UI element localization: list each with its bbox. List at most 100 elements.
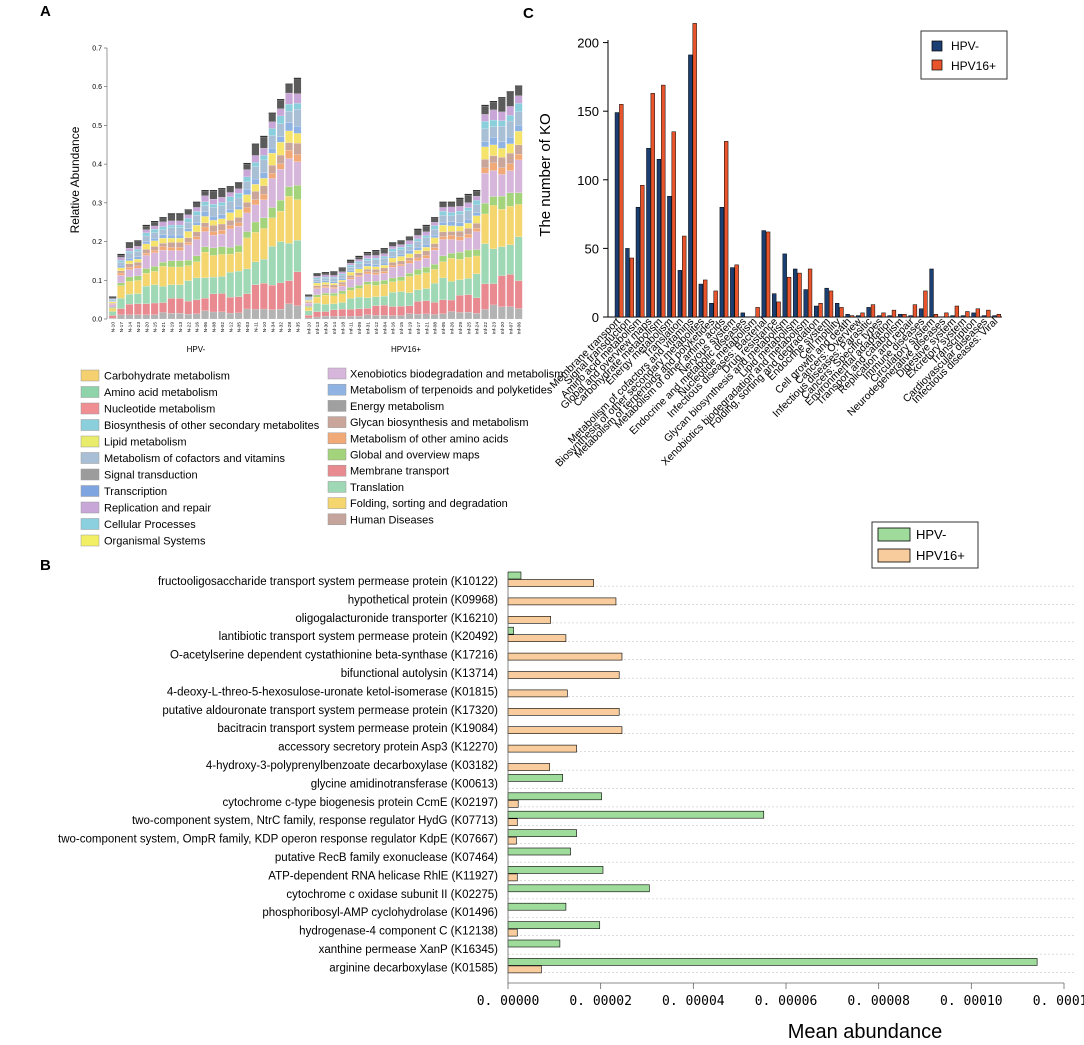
panel-a-stack-segment <box>397 315 405 320</box>
panel-a-stack-segment <box>209 216 218 221</box>
panel-a-stack-segment <box>260 136 268 149</box>
panel-a-stack-segment <box>355 261 363 264</box>
panel-a-bar-cap <box>218 188 226 190</box>
panel-a-bar-cap <box>251 143 260 145</box>
panel-a-stack-segment <box>346 290 355 299</box>
panel-a-stack-segment <box>422 258 430 268</box>
panel-a-stack-segment <box>293 154 302 162</box>
panel-a-stack-segment <box>134 268 142 276</box>
panel-a-stack-segment <box>201 251 209 278</box>
panel-a-stack-segment <box>422 247 430 252</box>
panel-a-stack-segment <box>268 153 276 166</box>
panel-a-legend-swatch-folding-sorting-and-degradation <box>327 497 347 509</box>
panel-a-sample-label: N-03 <box>245 322 251 333</box>
panel-a-stack-segment <box>285 122 293 131</box>
panel-a-stack-segment <box>192 313 201 320</box>
panel-b-bar-hpv16-pos-atp-dependent-rna-helicase-rhle-k11927 <box>507 873 518 882</box>
panel-a-stack-segment <box>405 305 414 314</box>
panel-c-bar-hpv16-folding-sorting-and-degradation <box>818 303 823 318</box>
panel-a-stack-segment <box>514 131 523 145</box>
panel-b-bar-hpv-neg-lantibiotic-transport-system-permease-protein-k20492 <box>507 626 514 635</box>
panel-a-stack-segment <box>125 276 134 282</box>
panel-a-sample-label: N-15 <box>153 322 159 333</box>
panel-b-category-label: lantibiotic transport system permease pr… <box>219 631 499 643</box>
panel-a-stack-segment <box>201 201 209 206</box>
panel-a-stack-segment <box>134 241 142 247</box>
panel-c-y-tick-label: 100 <box>577 173 599 188</box>
panel-a-bar-cap <box>439 201 447 203</box>
panel-a-stack-segment <box>388 246 397 249</box>
panel-a-stack-segment <box>117 257 125 261</box>
panel-a-stack-segment <box>372 272 380 275</box>
panel-a-stack-segment <box>260 308 268 320</box>
panel-b-category-label: putative aldouronate transport system pe… <box>162 705 498 717</box>
panel-a-stack-segment <box>506 192 514 207</box>
panel-a-stack-segment <box>514 159 523 193</box>
panel-a-stack-segment <box>514 154 523 160</box>
panel-b-legend-label-hpv-neg: HPV- <box>916 527 946 542</box>
panel-a-stack-segment <box>125 314 134 320</box>
panel-a-stack-segment <box>176 250 184 261</box>
panel-a-stack-segment <box>355 256 363 260</box>
panel-a-legend-label-cellular-processes: Cellular Processes <box>104 519 196 531</box>
panel-b-bar-hpv-neg-phosphoribosyl-amp-cyclohydrolase-k01496 <box>507 902 567 911</box>
panel-a-stack-segment <box>422 244 430 248</box>
panel-a-stack-segment <box>414 247 422 251</box>
panel-a-stack-segment <box>380 265 388 269</box>
panel-a-stack-segment <box>243 202 251 208</box>
panel-a-sample-label: Inf-16 <box>391 322 397 335</box>
panel-a-stack-segment <box>192 222 201 226</box>
panel-a-stack-segment <box>397 260 405 265</box>
panel-a-stack-segment <box>430 283 439 303</box>
panel-c-bar-hpv16-nervous-system <box>734 264 739 318</box>
panel-a-stack-segment <box>234 197 243 207</box>
panel-a-stack-segment <box>285 84 293 94</box>
panel-b-category-label: 4-hydroxy-3-polyprenylbenzoate decarboxy… <box>206 760 498 772</box>
panel-a-stack-segment <box>422 235 430 238</box>
panel-a-stack-segment <box>268 246 276 286</box>
panel-a-sample-label: N-32 <box>279 322 285 333</box>
panel-a-stack-segment <box>117 255 125 258</box>
panel-a-stack-segment <box>293 133 302 144</box>
panel-a-stack-segment <box>176 313 184 320</box>
panel-a-stack-segment <box>176 214 184 221</box>
panel-a-stack-segment <box>338 293 346 303</box>
panel-a-stack-segment <box>430 237 439 244</box>
panel-c-bar-hpv16-xenobiotics-biodegradation-and-metabolism <box>807 268 813 318</box>
panel-a-stack-segment <box>251 309 260 320</box>
panel-c-bar-hpv-infectious-diseases-parasitic <box>866 307 871 318</box>
panel-a-stack-segment <box>167 238 176 243</box>
panel-a-stack-segment <box>330 275 338 278</box>
panel-a-stack-segment <box>276 142 285 156</box>
panel-a-stack-segment <box>234 183 243 189</box>
panel-a-bar-cap <box>159 217 167 219</box>
panel-a-stack-segment <box>489 119 498 127</box>
panel-b-x-axis-label: Mean abundance <box>788 1021 943 1043</box>
panel-c-bar-hpv-nervous-system <box>730 267 735 318</box>
panel-a-bar-cap <box>226 186 234 188</box>
panel-a-stack-segment <box>134 303 142 315</box>
panel-a-stack-segment <box>184 218 192 223</box>
panel-a-stack-segment <box>489 102 498 110</box>
panel-a-stack-segment <box>184 280 192 302</box>
panel-a-stack-segment <box>422 300 430 314</box>
panel-a-stack-segment <box>184 231 192 238</box>
panel-a-stack-segment <box>514 111 523 126</box>
panel-c-bar-hpv16-signal-transduction <box>629 257 634 318</box>
panel-b-category-label: arginine decarboxylase (K01585) <box>329 962 498 974</box>
panel-a-stack-segment <box>472 191 481 197</box>
panel-a-stack-segment <box>506 115 514 122</box>
panel-a-stack-segment <box>439 277 447 300</box>
panel-b-category-label: cytochrome c-type biogenesis protein Ccm… <box>223 797 499 809</box>
panel-a-stack-segment <box>150 302 159 315</box>
panel-a-stack-segment <box>134 262 142 267</box>
panel-a-stack-segment <box>472 200 481 205</box>
panel-a-stack-segment <box>464 207 472 211</box>
panel-a-stack-segment <box>430 218 439 223</box>
panel-a-stack-segment <box>447 202 456 208</box>
panel-a-stack-segment <box>363 314 372 320</box>
panel-a-stack-segment <box>456 214 464 223</box>
panel-a-stack-segment <box>304 298 313 300</box>
panel-a-stack-segment <box>338 278 346 281</box>
